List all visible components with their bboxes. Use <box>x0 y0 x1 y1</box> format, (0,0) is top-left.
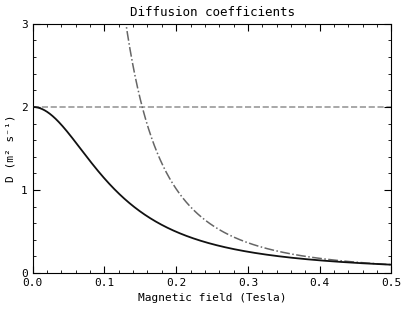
Y-axis label: D (m² s⁻¹): D (m² s⁻¹) <box>6 115 15 182</box>
X-axis label: Magnetic field (Tesla): Magnetic field (Tesla) <box>138 294 286 303</box>
Title: Diffusion coefficients: Diffusion coefficients <box>129 6 295 19</box>
